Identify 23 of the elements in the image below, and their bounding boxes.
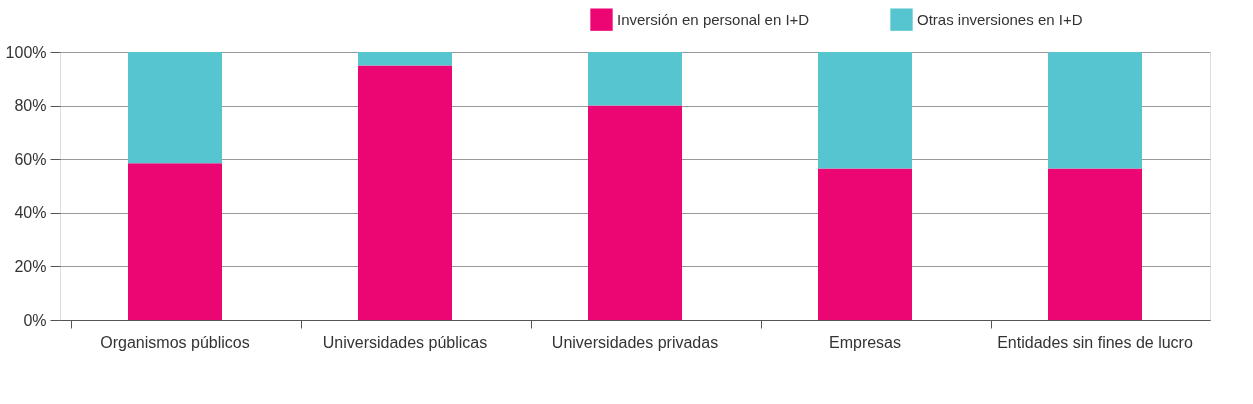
legend-label: Inversión en personal en I+D xyxy=(617,10,810,28)
bar xyxy=(358,52,452,66)
bar xyxy=(588,52,682,106)
x-tick-label: Entidades sin fines de lucro xyxy=(997,333,1193,351)
bar xyxy=(818,52,912,169)
y-tick-label: 60% xyxy=(14,150,47,168)
bar xyxy=(588,105,682,320)
y-tick-label: 20% xyxy=(14,257,47,275)
bar xyxy=(1048,52,1142,169)
y-tick-label: 40% xyxy=(14,204,47,222)
y-tick-label: 0% xyxy=(23,311,47,329)
bar xyxy=(1048,168,1142,320)
y-tick-label: 100% xyxy=(5,43,47,61)
x-tick-label: Universidades privadas xyxy=(551,333,719,351)
bar xyxy=(128,163,222,320)
x-tick-label: Organismos públicos xyxy=(100,333,250,351)
bar xyxy=(818,168,912,320)
x-tick-label: Empresas xyxy=(828,333,902,351)
x-tick-label: Universidades públicas xyxy=(322,333,488,351)
bar xyxy=(358,65,452,320)
legend-label: Otras inversiones en I+D xyxy=(917,10,1083,28)
y-tick-label: 80% xyxy=(14,97,47,115)
bar xyxy=(128,52,222,164)
